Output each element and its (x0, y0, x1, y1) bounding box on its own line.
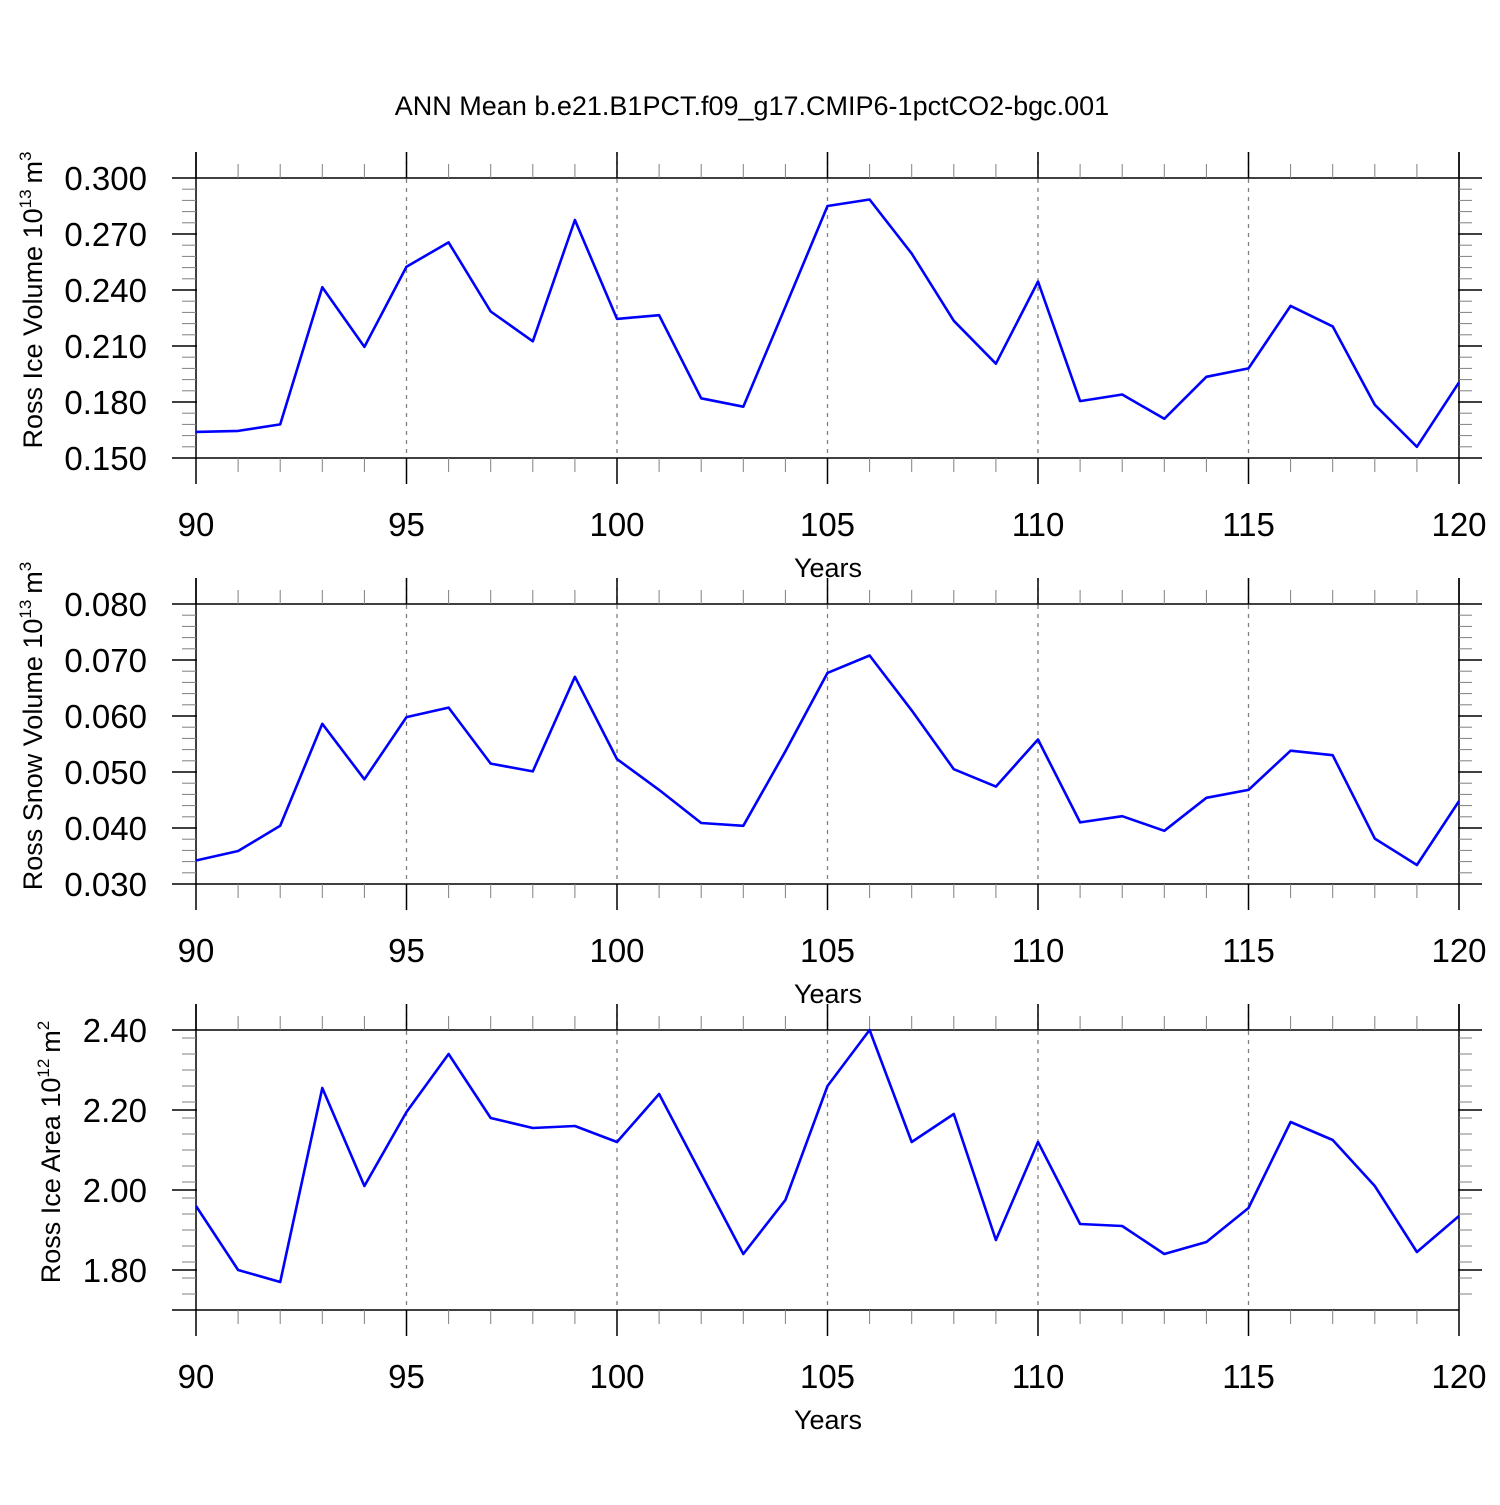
ytick-label: 0.300 (64, 160, 147, 197)
xtick-label: 100 (589, 1358, 644, 1395)
y-axis-label: Ross Ice Volume 1013 m3 (16, 151, 48, 448)
xtick-label: 90 (178, 506, 215, 543)
y-axis-label-exponent: 13 (16, 600, 35, 619)
ytick-label: 0.210 (64, 328, 147, 365)
xtick-label: 115 (1222, 1358, 1275, 1395)
chart-panels: 0.150 0.180 0.210 0.240 0.270 0.300 90 95 100 105… (16, 151, 1487, 1435)
ytick-label: 1.80 (83, 1252, 147, 1289)
y-axis-label-unit: m (18, 571, 48, 594)
ytick-label: 2.40 (83, 1012, 147, 1049)
ytick-label: 0.180 (64, 384, 147, 421)
y-axis-label-exponent: 13 (16, 189, 35, 208)
xtick-label: 95 (388, 506, 425, 543)
y-axis-label: Ross Ice Area 1012 m2 (34, 1021, 66, 1284)
xtick-label: 90 (178, 1358, 215, 1395)
panel-ice-volume: 0.150 0.180 0.210 0.240 0.270 0.300 90 95 100 105… (16, 151, 1487, 583)
xtick-label: 120 (1431, 932, 1486, 969)
x-axis-label: Years (794, 1405, 862, 1435)
xtick-label: 100 (589, 932, 644, 969)
xtick-label: 110 (1012, 506, 1065, 543)
chart-title: ANN Mean b.e21.B1PCT.f09_g17.CMIP6-1pctC… (395, 91, 1109, 121)
ytick-label: 0.040 (64, 810, 147, 847)
ytick-label: 0.060 (64, 698, 147, 735)
ytick-label: 0.080 (64, 586, 147, 623)
xtick-label: 105 (800, 1358, 855, 1395)
panel-ice-area: 1.80 2.00 2.20 2.40 90 95 100 105 110 115 120 Years… (34, 1004, 1487, 1435)
y-axis-label-main: Ross Ice Volume 10 (18, 208, 48, 448)
y-axis-label-unit-exponent: 2 (34, 1021, 53, 1030)
ytick-label: 2.00 (83, 1172, 147, 1209)
ytick-label: 0.030 (64, 866, 147, 903)
xtick-label: 110 (1012, 1358, 1065, 1395)
xtick-label: 110 (1012, 932, 1065, 969)
y-axis-label-unit: m (18, 161, 48, 184)
y-axis-label: Ross Snow Volume 1013 m3 (16, 562, 48, 891)
xtick-label: 115 (1222, 932, 1275, 969)
xtick-label: 115 (1222, 506, 1275, 543)
xtick-label: 95 (388, 932, 425, 969)
panel-snow-volume: 0.030 0.040 0.050 0.060 0.070 0.080 90 95 100 105… (16, 562, 1487, 1009)
ytick-label: 0.150 (64, 440, 147, 477)
ytick-label: 0.270 (64, 216, 147, 253)
ytick-label: 0.050 (64, 754, 147, 791)
y-axis-label-unit: m (36, 1030, 66, 1053)
y-axis-label-unit-exponent: 3 (16, 151, 35, 160)
y-axis-label-main: Ross Ice Area 10 (36, 1078, 66, 1284)
xtick-label: 100 (589, 506, 644, 543)
xtick-label: 105 (800, 932, 855, 969)
xtick-label: 95 (388, 1358, 425, 1395)
y-axis-label-main: Ross Snow Volume 10 (18, 619, 48, 891)
xtick-label: 120 (1431, 1358, 1486, 1395)
y-axis-label-exponent: 12 (34, 1059, 53, 1078)
xtick-label: 120 (1431, 506, 1486, 543)
ytick-label: 0.240 (64, 272, 147, 309)
y-axis-label-unit-exponent: 3 (16, 562, 35, 571)
xtick-label: 90 (178, 932, 215, 969)
ytick-label: 2.20 (83, 1092, 147, 1129)
ytick-label: 0.070 (64, 642, 147, 679)
xtick-label: 105 (800, 506, 855, 543)
